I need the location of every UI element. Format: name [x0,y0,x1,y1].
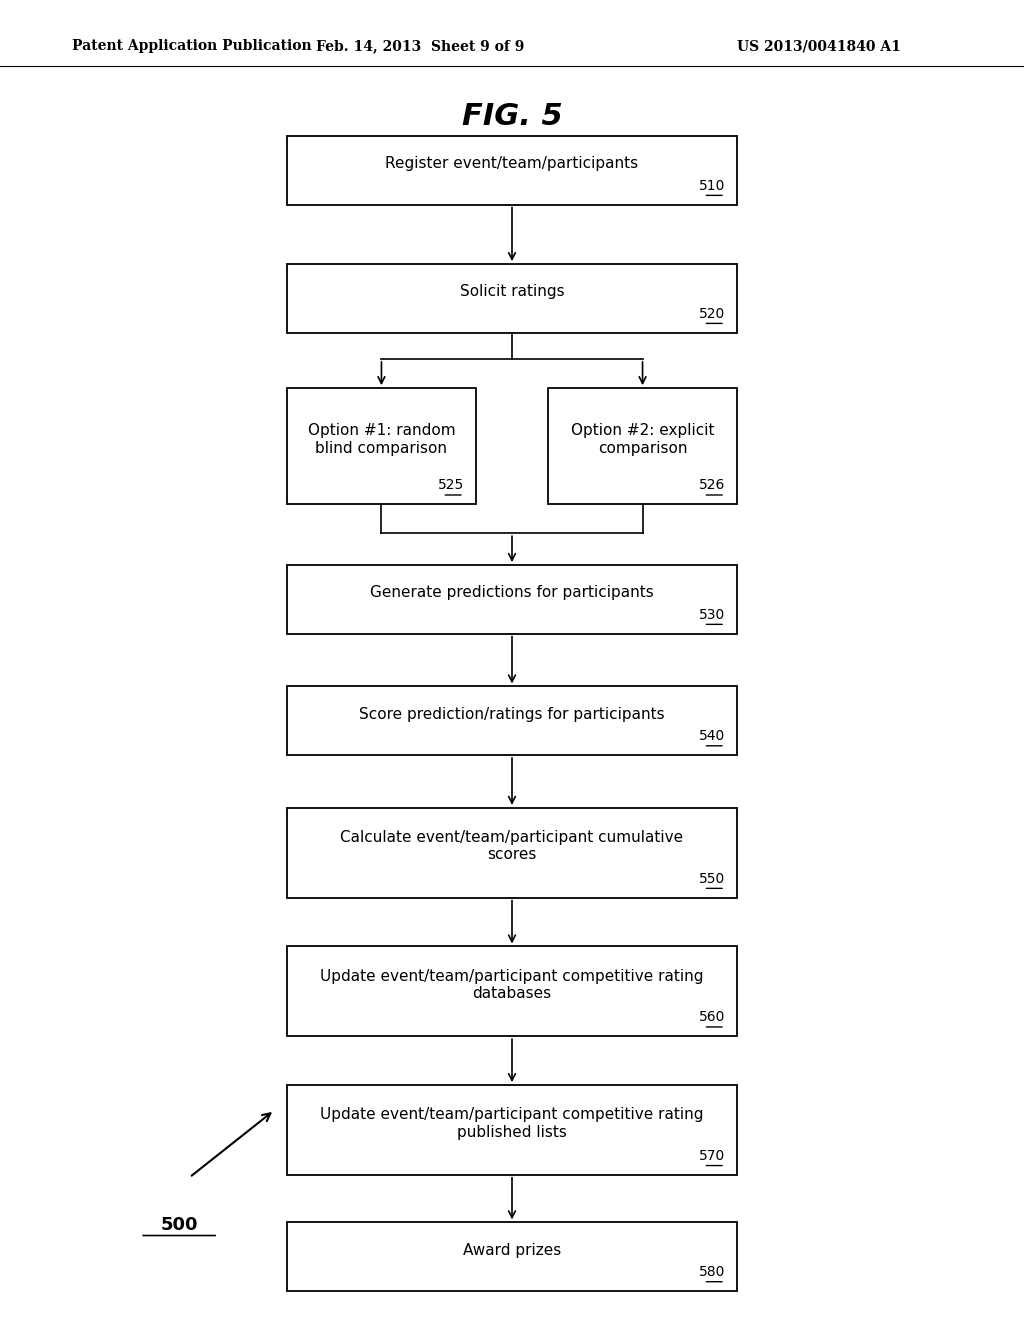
Text: Update event/team/participant competitive rating
databases: Update event/team/participant competitiv… [321,969,703,1001]
Bar [287,565,737,634]
Bar [287,1222,737,1291]
Bar [287,388,476,504]
Text: Feb. 14, 2013  Sheet 9 of 9: Feb. 14, 2013 Sheet 9 of 9 [315,40,524,53]
Text: Option #1: random
blind comparison: Option #1: random blind comparison [307,424,456,455]
Text: 500: 500 [161,1216,198,1234]
Bar [287,1085,737,1175]
Bar [287,808,737,898]
Text: 526: 526 [698,478,725,492]
Text: 560: 560 [698,1010,725,1024]
Text: Generate predictions for participants: Generate predictions for participants [370,585,654,601]
Text: 525: 525 [437,478,464,492]
Text: Calculate event/team/participant cumulative
scores: Calculate event/team/participant cumulat… [340,830,684,862]
Text: 570: 570 [698,1148,725,1163]
Text: 530: 530 [698,607,725,622]
Text: Patent Application Publication: Patent Application Publication [72,40,311,53]
Bar [287,136,737,205]
Text: 510: 510 [698,178,725,193]
Text: 580: 580 [698,1265,725,1279]
Text: 540: 540 [698,729,725,743]
Text: Solicit ratings: Solicit ratings [460,284,564,300]
Text: Score prediction/ratings for participants: Score prediction/ratings for participant… [359,706,665,722]
Text: 550: 550 [698,871,725,886]
Bar [548,388,737,504]
Text: Option #2: explicit
comparison: Option #2: explicit comparison [570,424,715,455]
Bar [287,946,737,1036]
Bar [287,264,737,333]
Text: Register event/team/participants: Register event/team/participants [385,156,639,172]
Text: Update event/team/participant competitive rating
published lists: Update event/team/participant competitiv… [321,1107,703,1139]
Text: US 2013/0041840 A1: US 2013/0041840 A1 [737,40,901,53]
Text: FIG. 5: FIG. 5 [462,102,562,131]
Bar [287,686,737,755]
Text: Award prizes: Award prizes [463,1242,561,1258]
Text: 520: 520 [698,306,725,321]
